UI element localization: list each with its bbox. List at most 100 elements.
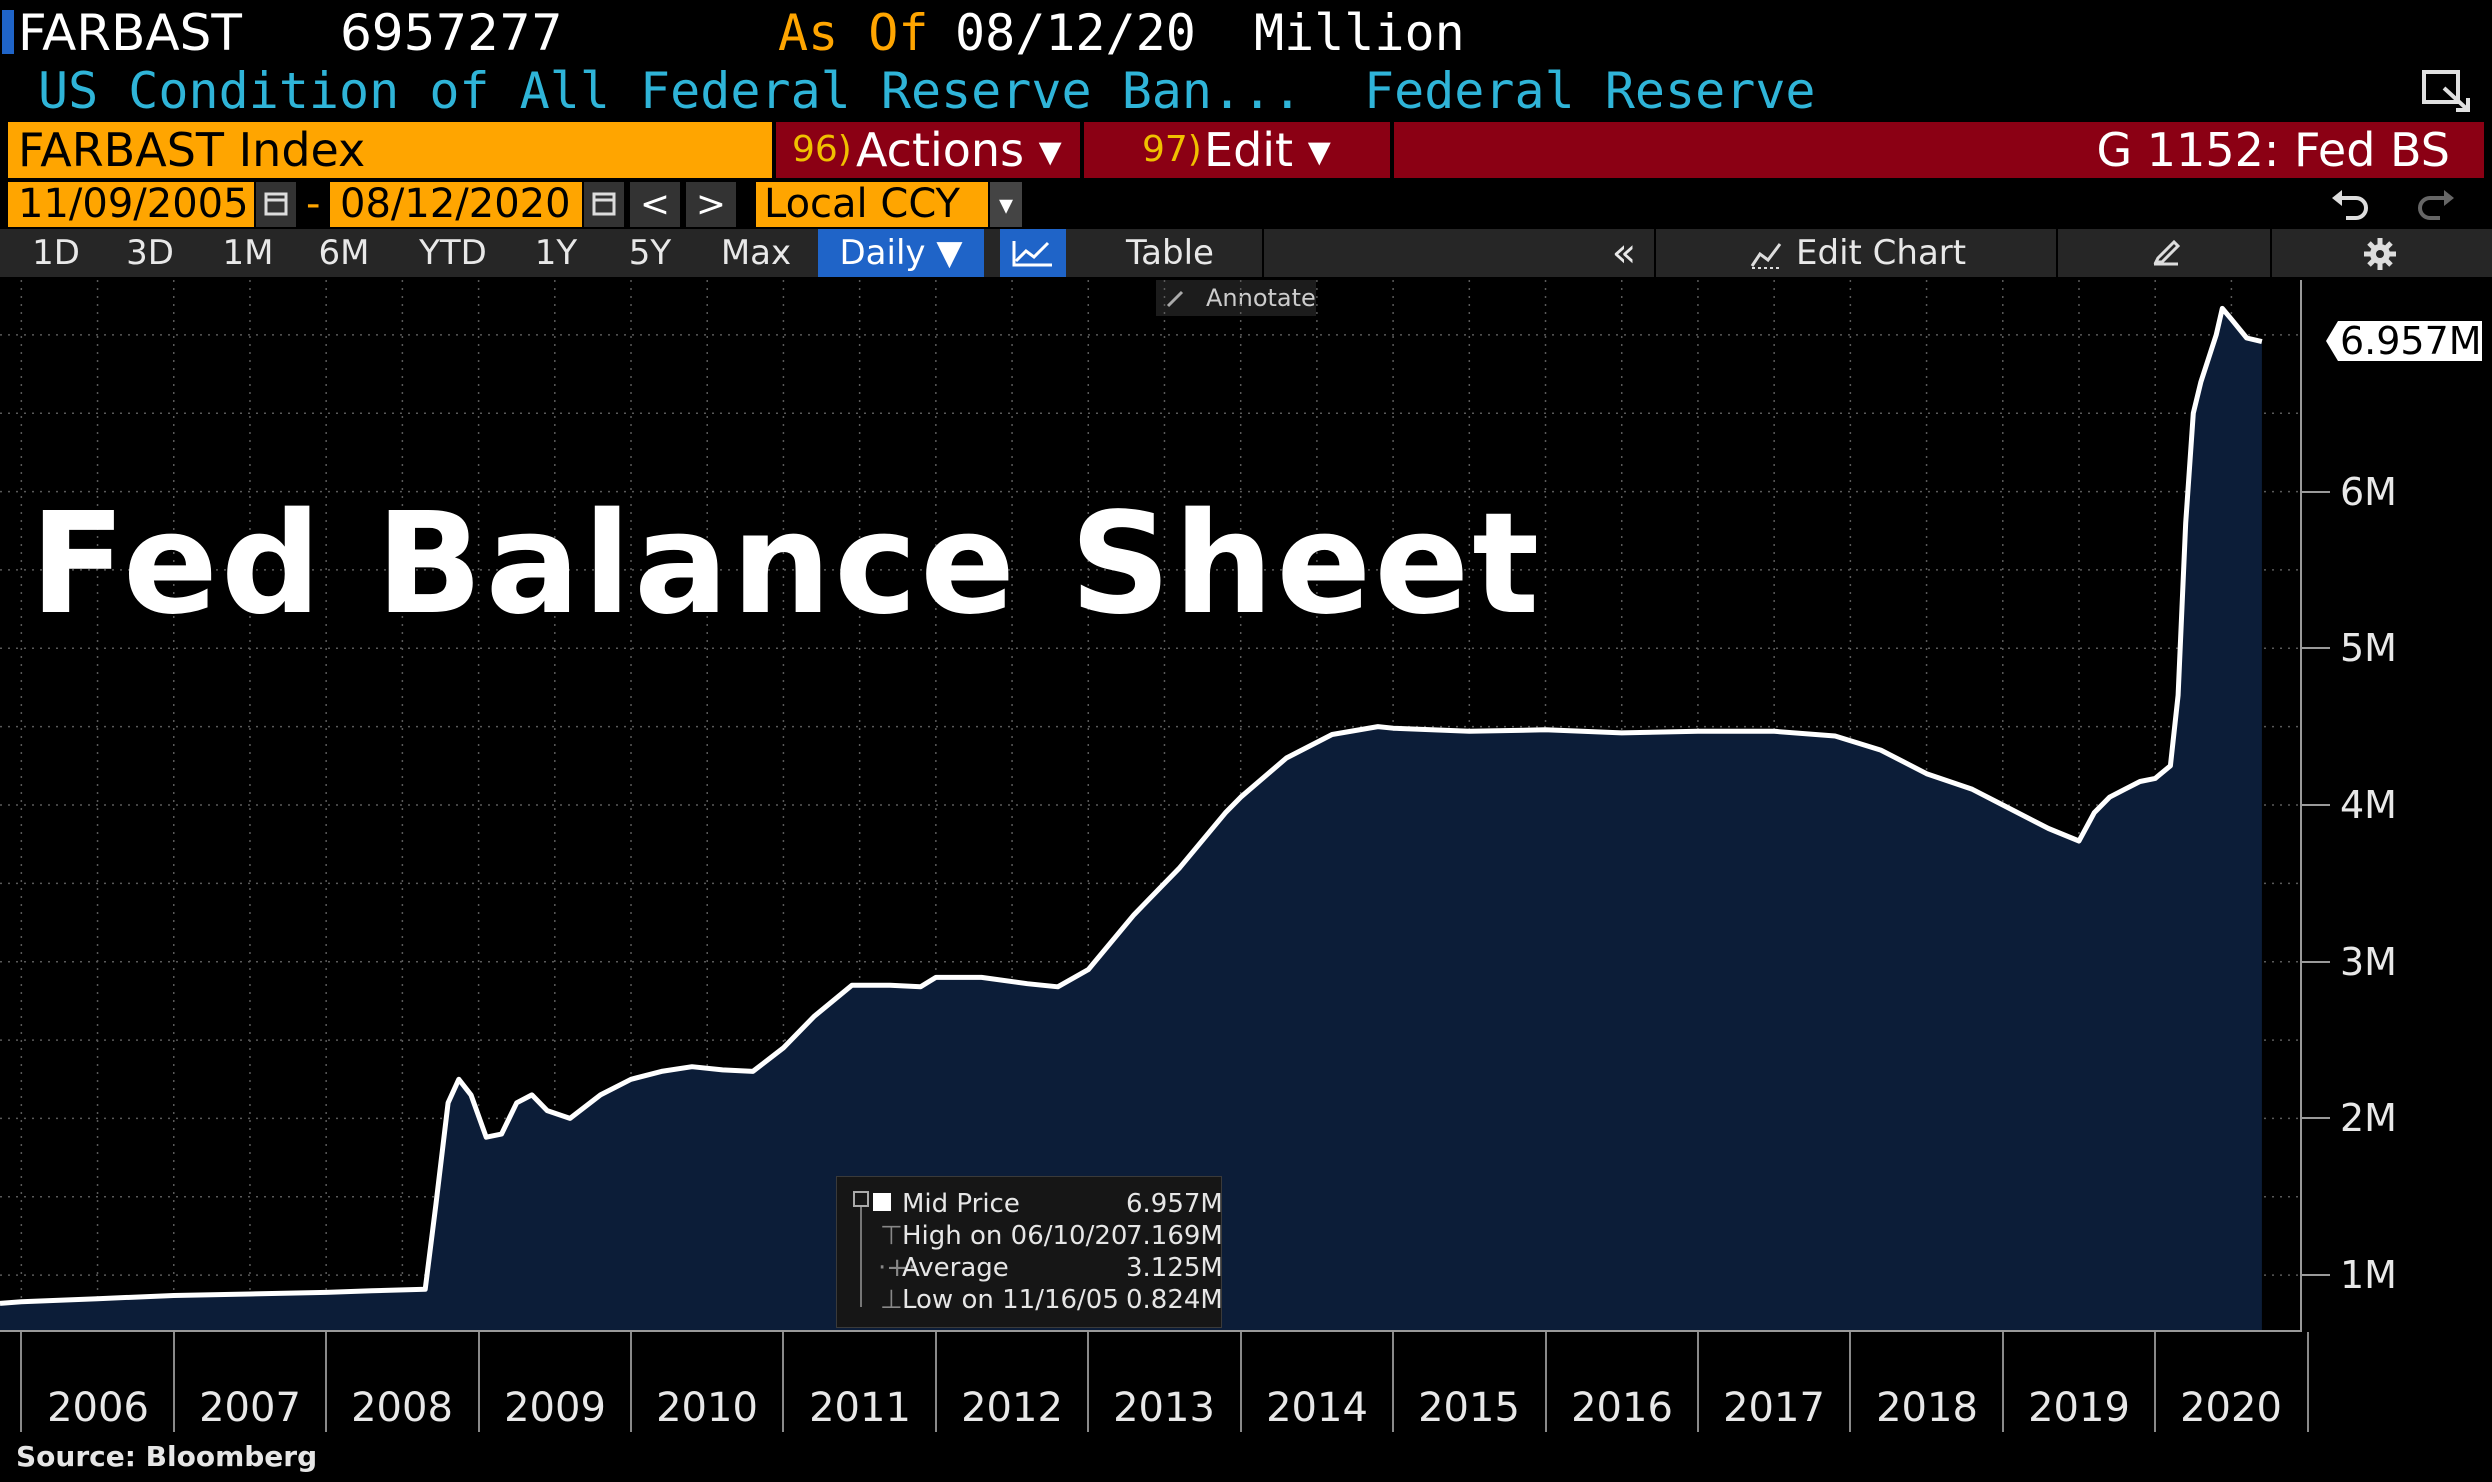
x-tick-mark [1849, 1332, 1851, 1432]
security-label: FARBAST Index [18, 123, 366, 177]
high-icon: ⊤ [880, 1221, 903, 1251]
ticker: FARBAST [18, 4, 242, 62]
x-tick-label: 2020 [2180, 1385, 2282, 1431]
end-date-field[interactable]: 08/12/2020 [330, 182, 582, 227]
function-label: G 1152: Fed BS [2096, 123, 2450, 177]
x-tick-label: 2018 [1876, 1385, 1978, 1431]
ticker-marker [2, 10, 14, 54]
table-button[interactable]: Table [1126, 233, 1214, 273]
y-tick-mark [2300, 804, 2330, 806]
range-ytd[interactable]: YTD [419, 233, 487, 273]
series-line [0, 305, 2263, 1306]
toolbar-separator [2270, 229, 2272, 277]
function-bar[interactable]: G 1152: Fed BS [1394, 122, 2484, 178]
security-description: US Condition of All Federal Reserve Ban.… [38, 62, 1303, 120]
range-1m[interactable]: 1M [222, 233, 274, 273]
edit-chart-icon [1748, 236, 1786, 270]
x-tick-mark [20, 1332, 22, 1432]
x-tick-mark [1087, 1332, 1089, 1432]
x-tick-mark [173, 1332, 175, 1432]
toolbar-separator [1262, 229, 1264, 277]
x-tick-mark [1545, 1332, 1547, 1432]
x-tick-label: 2011 [809, 1385, 911, 1431]
x-tick-mark [630, 1332, 632, 1432]
annotate-button[interactable]: Annotate [1156, 280, 1316, 316]
range-6m[interactable]: 6M [318, 233, 370, 273]
x-tick-mark [2002, 1332, 2004, 1432]
y-tick-mark [2300, 491, 2330, 493]
x-tick-label: 2010 [656, 1385, 758, 1431]
x-tick-mark [1240, 1332, 1242, 1432]
line-chart-icon[interactable] [1000, 229, 1066, 277]
chart-area [0, 280, 2300, 1330]
settings-gear-icon[interactable] [2360, 234, 2400, 274]
actions-label: Actions ▾ [856, 123, 1062, 177]
range-3d[interactable]: 3D [126, 233, 174, 273]
date-dash: - [306, 181, 321, 227]
redo-icon[interactable] [2410, 184, 2460, 226]
legend-value: 3.125M [1126, 1253, 1223, 1283]
x-tick-mark [1697, 1332, 1699, 1432]
collapse-button[interactable]: « [1611, 230, 1637, 276]
popout-icon[interactable] [2420, 66, 2476, 118]
y-tick-mark [2300, 647, 2330, 649]
edit-chart-button[interactable]: Edit Chart [1796, 233, 1967, 273]
range-5y[interactable]: 5Y [628, 233, 672, 273]
x-tick-mark [325, 1332, 327, 1432]
x-tick-label: 2015 [1418, 1385, 1520, 1431]
range-max[interactable]: Max [720, 233, 792, 273]
annotate-label: Annotate [1206, 284, 1316, 312]
legend-label: High on 06/10/20 [902, 1221, 1128, 1251]
x-tick-mark [935, 1332, 937, 1432]
x-tick-mark [782, 1332, 784, 1432]
x-tick-mark [478, 1332, 480, 1432]
x-tick-label: 2017 [1723, 1385, 1825, 1431]
toolbar-separator [2056, 229, 2058, 277]
x-tick-label: 2006 [47, 1385, 149, 1431]
next-period-button[interactable]: > [686, 182, 736, 227]
toolbar [0, 229, 2492, 277]
edit-number: 97) [1142, 129, 1202, 170]
start-calendar-icon[interactable] [256, 182, 296, 227]
start-date-field[interactable]: 11/09/2005 [8, 182, 254, 227]
range-1d[interactable]: 1D [32, 233, 80, 273]
end-calendar-icon[interactable] [584, 182, 624, 227]
x-tick-label: 2013 [1113, 1385, 1215, 1431]
legend-value: 7.169M [1126, 1221, 1223, 1251]
toolbar-separator [1654, 229, 1656, 277]
legend-value: 0.824M [1126, 1285, 1223, 1315]
legend-collapse-icon[interactable] [853, 1191, 869, 1207]
legend-label: Average [902, 1253, 1009, 1283]
frequency-dropdown[interactable]: Daily ▼ [818, 229, 984, 277]
y-tick-mark [2300, 1117, 2330, 1119]
x-tick-label: 2008 [351, 1385, 453, 1431]
actions-menu[interactable]: 96) Actions ▾ [776, 122, 1080, 178]
overlay-title: Fed Balance Sheet [30, 483, 1543, 646]
start-date: 11/09/2005 [18, 181, 249, 227]
y-tick-label: 5M [2340, 626, 2397, 670]
last-value-label: 6.957M [2340, 319, 2482, 363]
prev-glyph: < [639, 184, 671, 225]
x-tick-label: 2016 [1571, 1385, 1673, 1431]
legend-tree-line [860, 1207, 862, 1307]
x-tick-label: 2012 [961, 1385, 1063, 1431]
currency-value: Local CCY [764, 181, 960, 227]
next-glyph: > [695, 184, 727, 225]
legend-swatch [873, 1193, 891, 1211]
currency-select[interactable]: Local CCY [756, 182, 988, 227]
range-1y[interactable]: 1Y [534, 233, 578, 273]
prev-period-button[interactable]: < [630, 182, 680, 227]
last-value-tag: 6.957M [2326, 317, 2484, 365]
y-tick-label: 6M [2340, 470, 2397, 514]
undo-icon[interactable] [2326, 184, 2376, 226]
legend-value: 6.957M [1126, 1189, 1223, 1219]
security-box[interactable]: FARBAST Index [8, 122, 772, 178]
legend-label: Low on 11/16/05 [902, 1285, 1119, 1315]
legend-box [836, 1176, 1222, 1328]
y-tick-label: 2M [2340, 1096, 2397, 1140]
y-tick-label: 4M [2340, 783, 2397, 827]
series-area [0, 308, 2262, 1330]
annotation-edit-icon[interactable] [2148, 236, 2184, 270]
currency-caret[interactable]: ▾ [990, 182, 1022, 227]
edit-menu[interactable]: 97) Edit ▾ [1084, 122, 1390, 178]
